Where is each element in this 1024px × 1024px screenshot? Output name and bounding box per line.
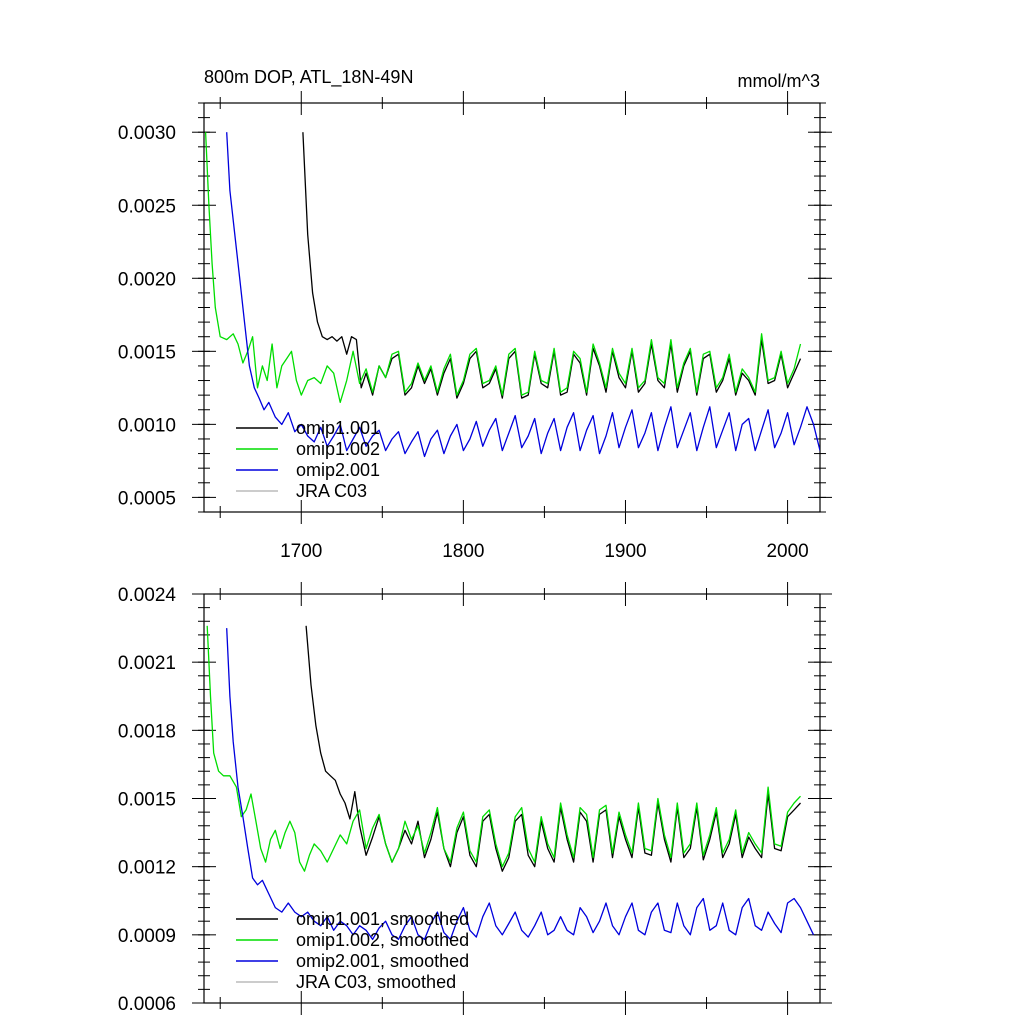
series-line-2 bbox=[226, 628, 815, 941]
y-tick-label: 0.0009 bbox=[118, 926, 176, 947]
y-tick-label: 0.0012 bbox=[118, 858, 176, 879]
y-tick-label: 0.0015 bbox=[118, 790, 176, 811]
y-tick-label: 0.0025 bbox=[118, 196, 176, 217]
series-line-0 bbox=[305, 625, 801, 872]
series-line-0 bbox=[302, 132, 802, 399]
x-tick-label: 1700 bbox=[280, 541, 322, 562]
legend-label: omip1.001 bbox=[296, 418, 380, 438]
y-tick-label: 0.0015 bbox=[118, 342, 176, 363]
legend-label: omip1.001, smoothed bbox=[296, 909, 469, 929]
y-tick-label: 0.0030 bbox=[118, 123, 176, 144]
series-line-2 bbox=[226, 132, 820, 458]
series-line-1 bbox=[204, 132, 802, 404]
y-tick-label: 0.0024 bbox=[118, 585, 177, 606]
y-tick-label: 0.0005 bbox=[118, 488, 176, 509]
plot-area bbox=[204, 132, 820, 458]
legend-label: omip2.001 bbox=[296, 460, 380, 480]
legend-label: JRA C03, smoothed bbox=[296, 972, 456, 992]
top-panel: 800m DOP, ATL_18N-49N mmol/m^3 0.0005 0.0… bbox=[118, 67, 832, 562]
x-tick-label: 1800 bbox=[442, 541, 484, 562]
legend-label: omip1.002 bbox=[296, 439, 380, 459]
y-tick-label: 0.0018 bbox=[118, 721, 176, 742]
plot-area bbox=[206, 625, 815, 941]
series-line-1 bbox=[206, 625, 801, 872]
bottom-panel: 0.0006 0.0009 0.0012 0.0015 0.0018 0.0021 0.00… bbox=[118, 582, 832, 1015]
y-tick-label: 0.0020 bbox=[118, 269, 176, 290]
legend-label: omip1.002, smoothed bbox=[296, 930, 469, 950]
units-label: mmol/m^3 bbox=[738, 71, 820, 91]
y-tick-label: 0.0006 bbox=[118, 994, 176, 1015]
y-tick-label: 0.0021 bbox=[118, 653, 176, 674]
x-tick-label: 1900 bbox=[604, 541, 646, 562]
y-tick-label: 0.0010 bbox=[118, 415, 176, 436]
legend-label: JRA C03 bbox=[296, 481, 367, 501]
legend-label: omip2.001, smoothed bbox=[296, 951, 469, 971]
x-tick-label: 2000 bbox=[766, 541, 808, 562]
chart-title: 800m DOP, ATL_18N-49N bbox=[204, 67, 413, 88]
